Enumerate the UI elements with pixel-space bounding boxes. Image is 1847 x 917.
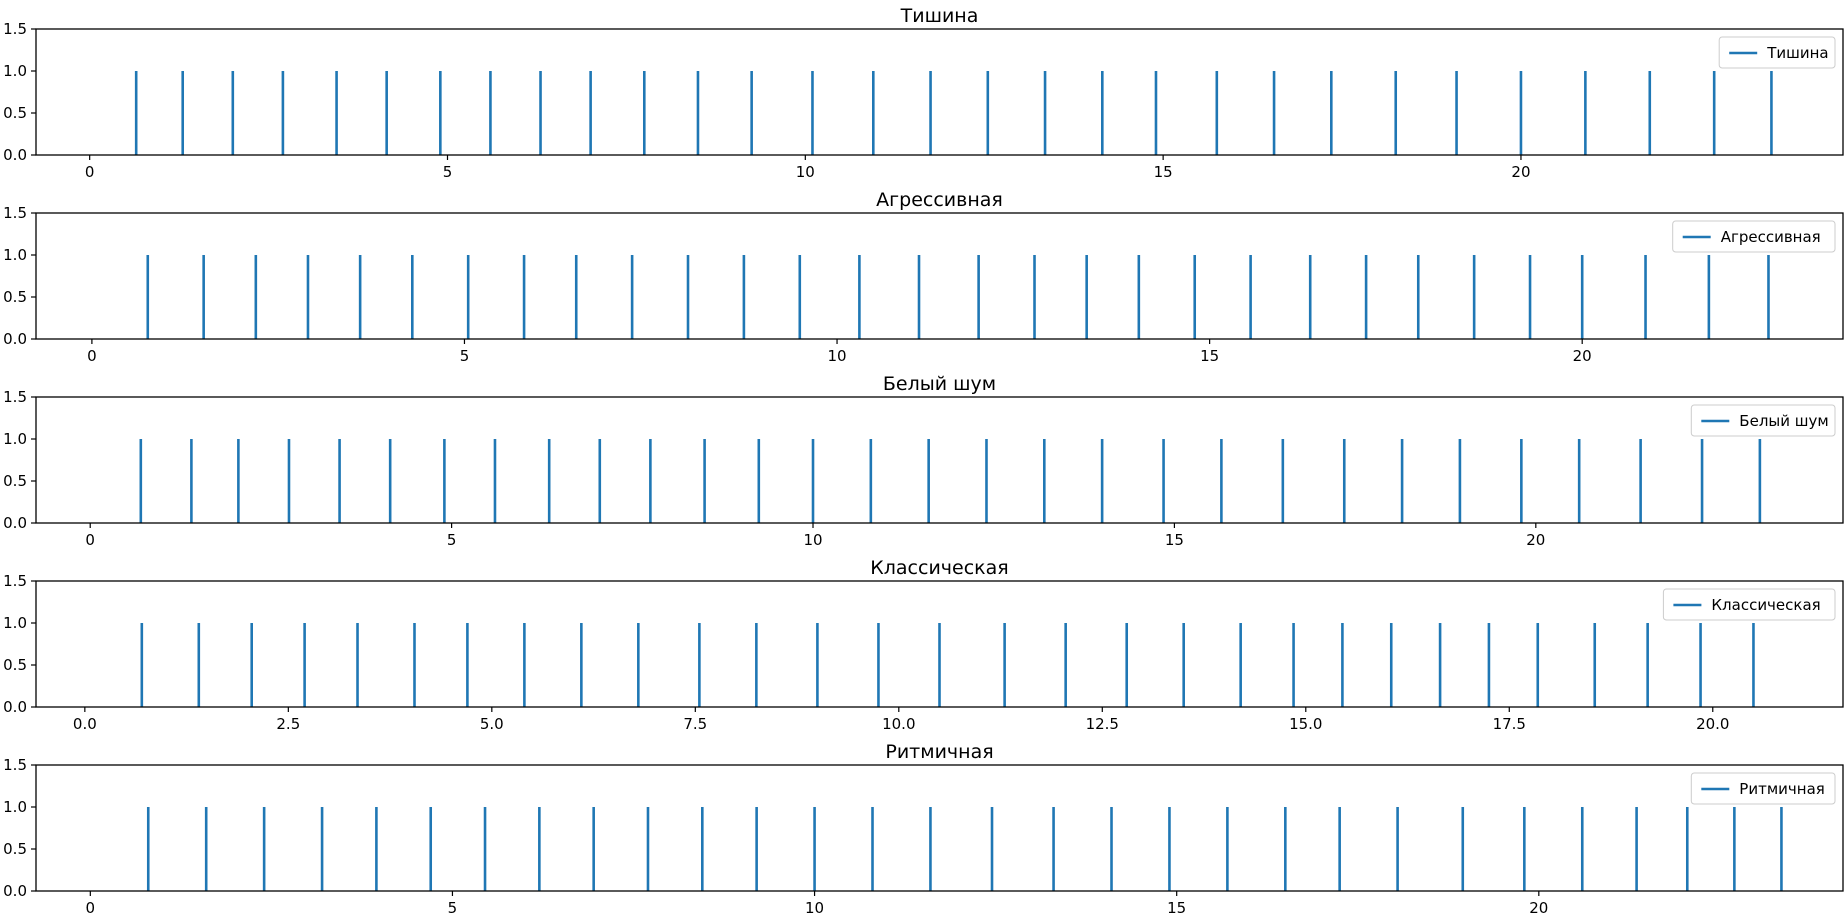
legend: Агрессивная (1672, 220, 1836, 253)
x-tick-label: 5 (447, 531, 457, 549)
y-tick-label: 1.5 (3, 572, 27, 590)
x-tick-label: 0 (85, 531, 95, 549)
x-tick-label: 15 (1154, 163, 1173, 181)
y-tick-label: 0.5 (3, 288, 27, 306)
y-tick-label: 1.5 (3, 756, 27, 774)
y-tick-label: 0.5 (3, 472, 27, 490)
x-tick-label: 5 (460, 347, 470, 365)
legend-label: Ритмичная (1739, 780, 1824, 798)
y-tick-label: 0.0 (3, 146, 27, 164)
y-tick-label: 0.0 (3, 330, 27, 348)
y-tick-label: 1.0 (3, 62, 27, 80)
axes-frame (35, 764, 1844, 892)
x-tick-label: 15 (1200, 347, 1219, 365)
legend-box (1672, 220, 1836, 253)
x-tick-label: 5.0 (480, 715, 504, 733)
x-tick-label: 15.0 (1289, 715, 1322, 733)
x-tick-label: 20 (1529, 899, 1548, 917)
y-tick-label: 0.0 (3, 882, 27, 900)
y-tick-label: 0.5 (3, 104, 27, 122)
legend-label: Агрессивная (1721, 228, 1821, 246)
y-tick-label: 1.5 (3, 20, 27, 38)
x-tick-label: 20.0 (1696, 715, 1729, 733)
y-tick-label: 1.5 (3, 204, 27, 222)
axes-frame (35, 580, 1844, 708)
chart-panel-2: Агрессивная 0.0 0.5 1.0 1.5 0 5 10 15 20 Агрессивн… (3, 189, 1844, 365)
x-tick-label: 0 (86, 899, 96, 917)
x-tick-label: 2.5 (276, 715, 300, 733)
y-tick-label: 0.0 (3, 514, 27, 532)
y-tick-label: 1.0 (3, 246, 27, 264)
legend-box (1718, 36, 1836, 69)
x-tick-label: 10 (827, 347, 846, 365)
chart-title: Классическая (870, 557, 1008, 579)
x-tick-label: 5 (443, 163, 453, 181)
y-tick-label: 1.0 (3, 430, 27, 448)
axes-frame (35, 28, 1844, 156)
y-tick-label: 1.0 (3, 614, 27, 632)
x-tick-label: 15 (1165, 531, 1184, 549)
chart-title: Ритмичная (885, 741, 993, 763)
x-tick-label: 20 (1573, 347, 1592, 365)
x-tick-label: 12.5 (1086, 715, 1119, 733)
x-tick-label: 5 (448, 899, 458, 917)
axes-frame (35, 212, 1844, 340)
chart-panel-3: Белый шум 0.0 0.5 1.0 1.5 0 5 10 15 20 Белый шум (3, 373, 1844, 549)
legend: Тишина (1718, 36, 1836, 69)
legend-box (1690, 772, 1836, 805)
legend: Белый шум (1690, 404, 1836, 437)
chart-title: Тишина (900, 5, 979, 27)
x-tick-label: 0 (85, 163, 95, 181)
legend-box (1662, 588, 1836, 621)
x-tick-label: 10 (796, 163, 815, 181)
x-tick-label: 10 (805, 899, 824, 917)
legend-label: Тишина (1766, 44, 1828, 62)
x-tick-label: 10.0 (882, 715, 915, 733)
chart-panel-1: Тишина 0.0 0.5 1.0 1.5 0 5 10 15 20 Тишина (3, 5, 1844, 181)
axes-frame (35, 396, 1844, 524)
chart-panel-5: Ритмичная 0.0 0.5 1.0 1.5 0 5 10 15 20 Ритмичная (3, 741, 1844, 917)
y-tick-label: 1.0 (3, 798, 27, 816)
x-tick-label: 20 (1511, 163, 1530, 181)
x-tick-label: 0.0 (73, 715, 97, 733)
legend-box (1690, 404, 1836, 437)
legend: Ритмичная (1690, 772, 1836, 805)
legend-label: Белый шум (1739, 412, 1828, 430)
chart-title: Агрессивная (876, 189, 1003, 211)
y-tick-label: 1.5 (3, 388, 27, 406)
y-tick-label: 0.5 (3, 656, 27, 674)
y-tick-label: 0.0 (3, 698, 27, 716)
x-tick-label: 17.5 (1493, 715, 1526, 733)
x-tick-label: 15 (1167, 899, 1186, 917)
chart-title: Белый шум (883, 373, 996, 395)
x-tick-label: 20 (1526, 531, 1545, 549)
y-tick-label: 0.5 (3, 840, 27, 858)
x-tick-label: 0 (87, 347, 97, 365)
x-tick-label: 10 (803, 531, 822, 549)
legend-label: Классическая (1711, 596, 1820, 614)
legend: Классическая (1662, 588, 1836, 621)
x-tick-label: 7.5 (683, 715, 707, 733)
chart-panel-4: Классическая 0.0 0.5 1.0 1.5 0.0 2.5 5.0 7.5 10.0… (3, 557, 1844, 733)
